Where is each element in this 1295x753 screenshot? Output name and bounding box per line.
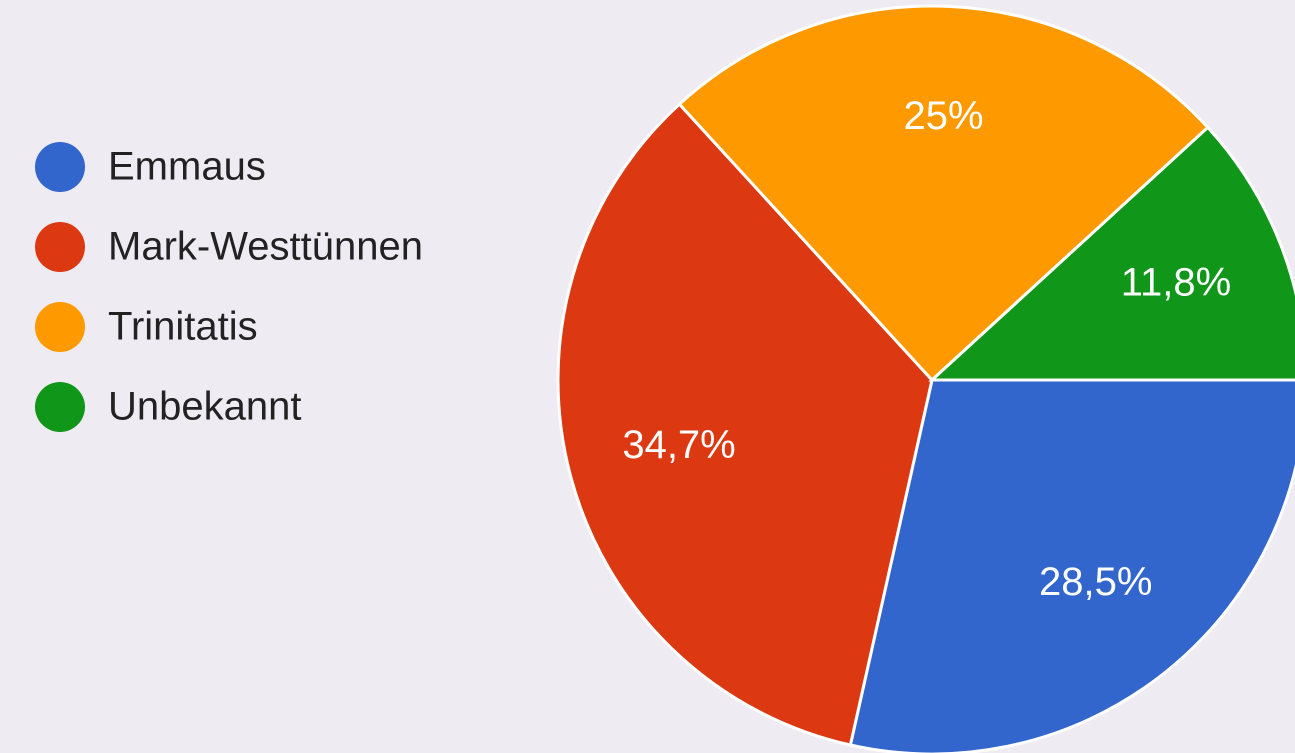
slice-label: 34,7% <box>622 423 735 467</box>
slice <box>928 125 1295 382</box>
legend-swatch <box>35 302 85 352</box>
legend-swatch <box>35 222 85 272</box>
legend-label: Trinitatis <box>108 305 258 349</box>
legend-label: Unbekannt <box>108 385 301 429</box>
slice <box>848 378 1295 753</box>
legend-label: Mark-Westtünnen <box>108 225 423 269</box>
slice-label: 11,8% <box>1121 261 1231 305</box>
legend: Emmaus Mark-Westtünnen Trinitatis Unbekannt <box>35 142 423 432</box>
slice-labels: 28,5% 34,7% 25% 11,8% <box>622 94 1231 604</box>
legend-swatch <box>35 382 85 432</box>
slice <box>677 4 1210 383</box>
legend-label: Emmaus <box>108 145 266 189</box>
slice <box>556 102 934 747</box>
legend-swatch <box>35 142 85 192</box>
slice-label: 28,5% <box>1039 560 1152 604</box>
slice-label: 25% <box>903 94 983 138</box>
pie <box>556 4 1295 753</box>
